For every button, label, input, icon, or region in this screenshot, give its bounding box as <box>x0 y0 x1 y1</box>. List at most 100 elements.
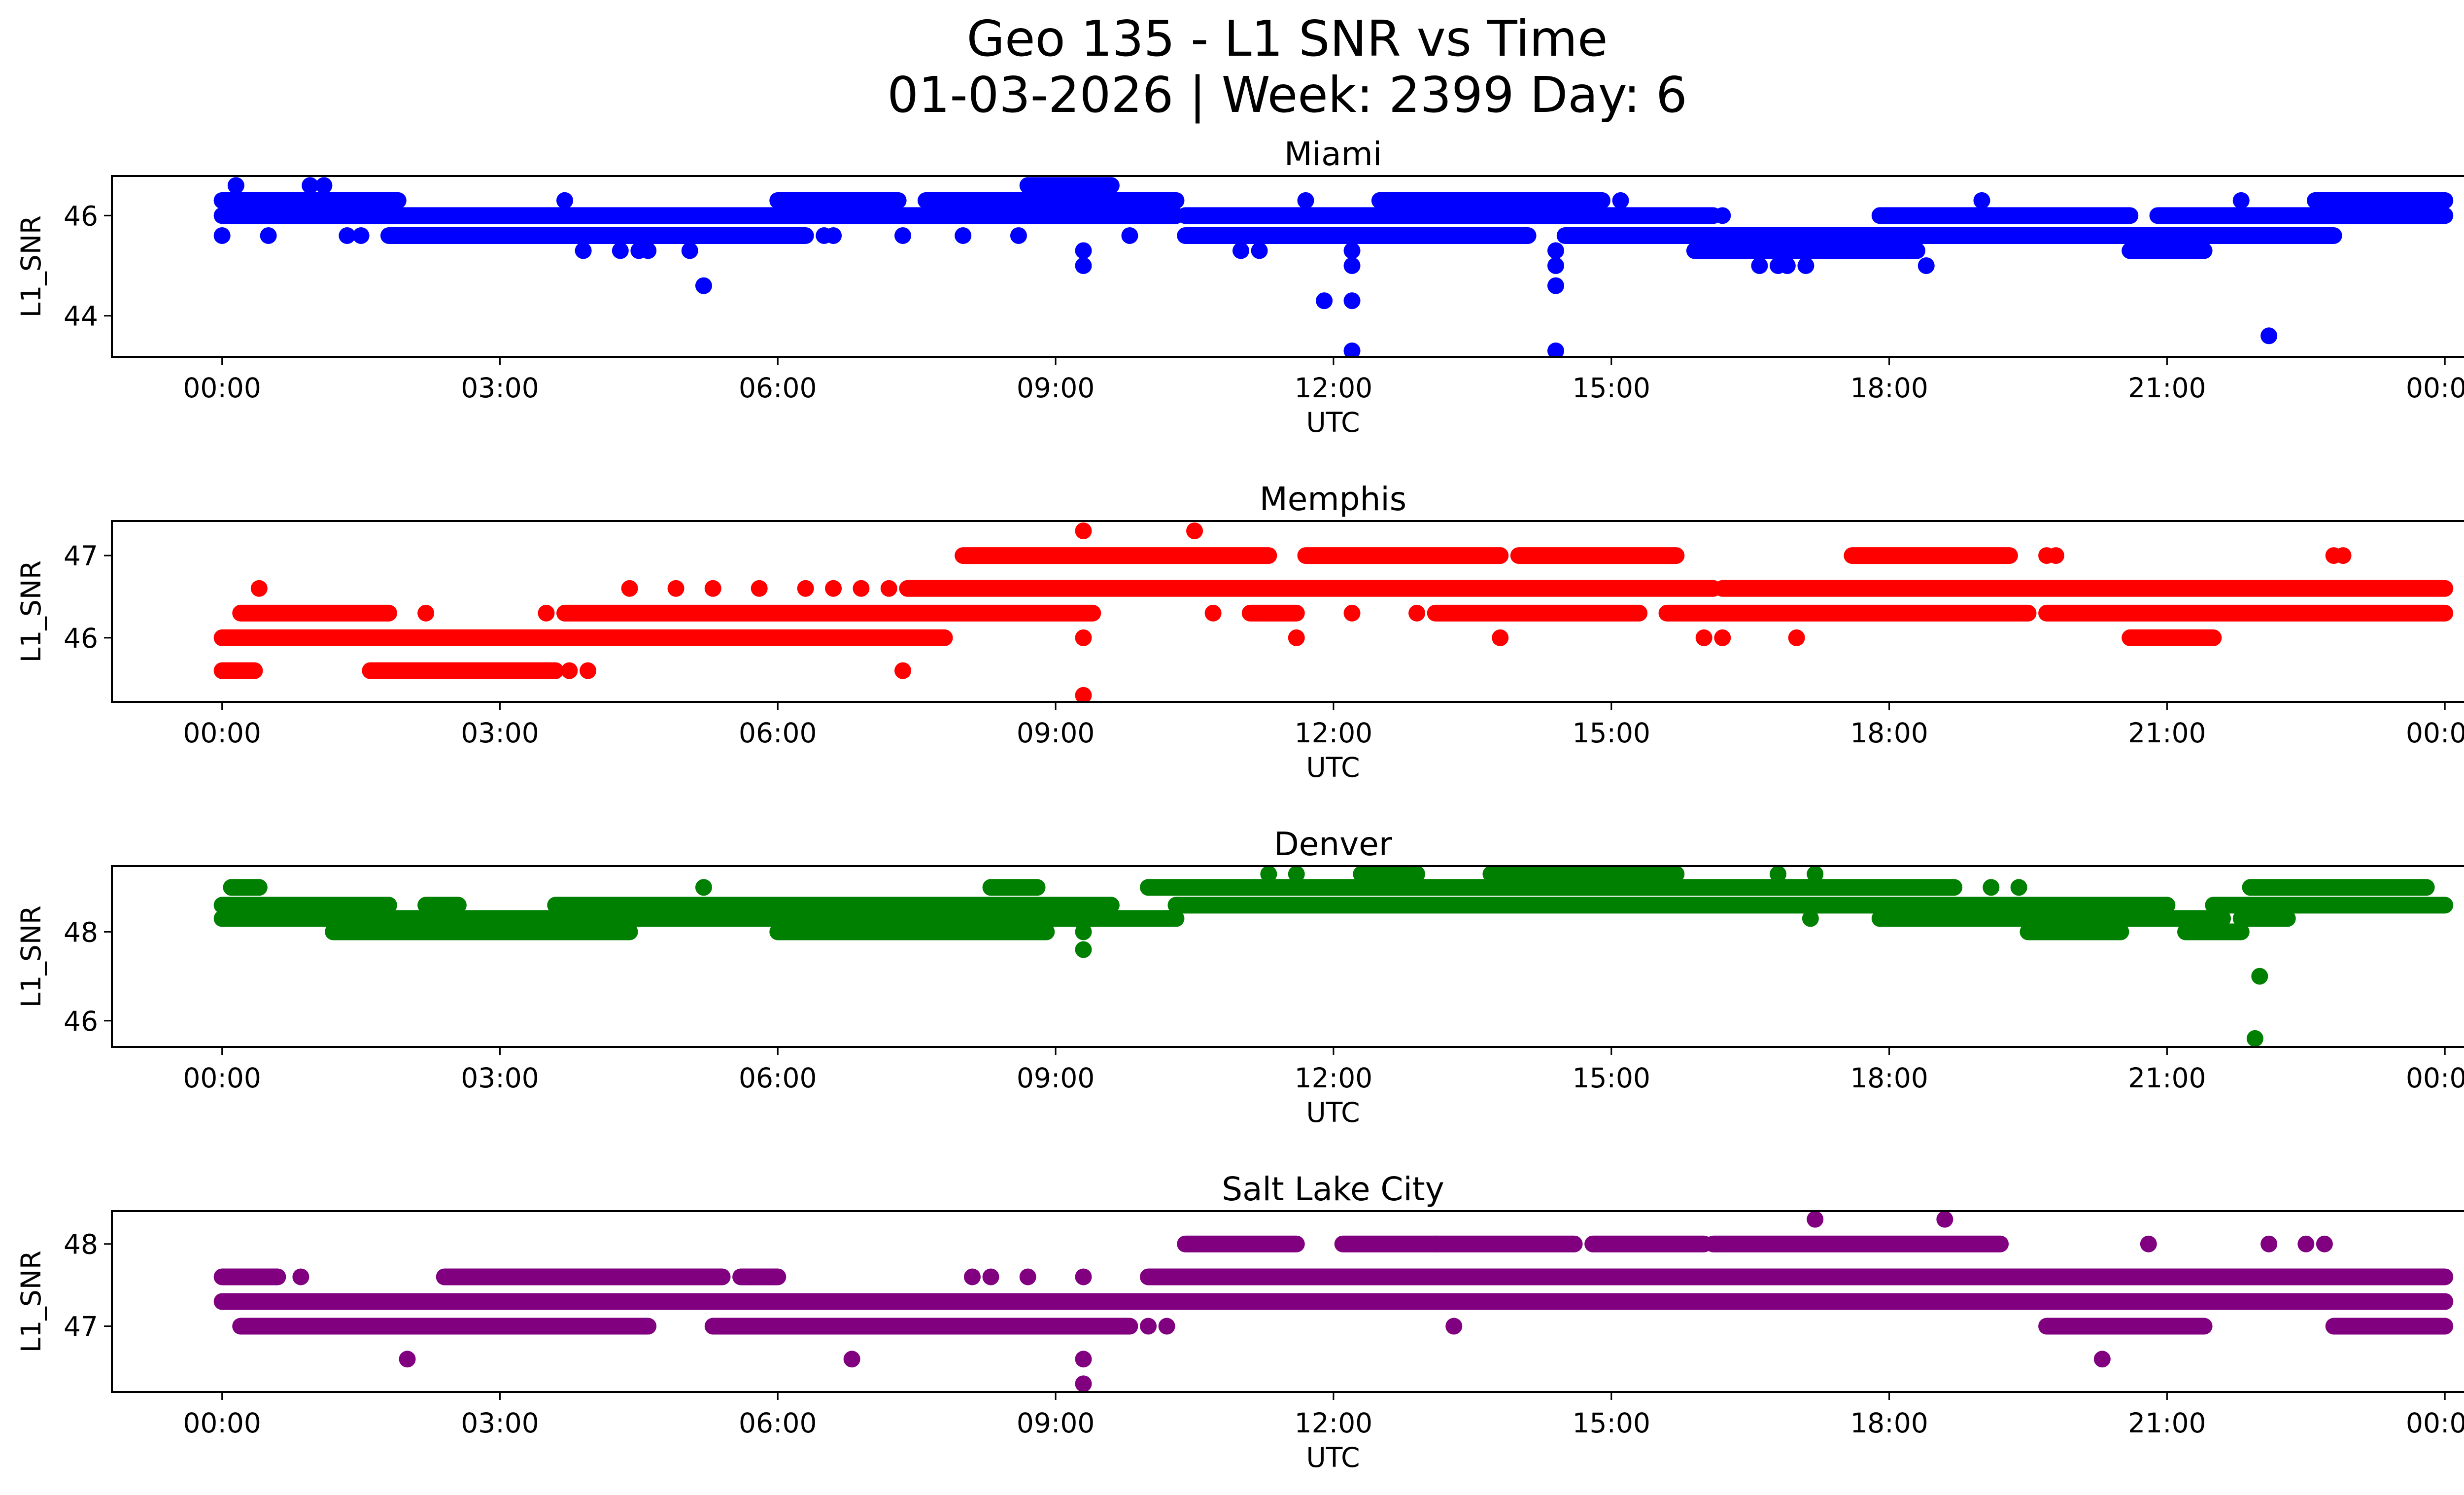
data-point <box>982 1268 999 1286</box>
data-point <box>1186 522 1203 540</box>
data-point <box>2251 968 2268 985</box>
data-point <box>2047 547 2064 564</box>
data-point <box>227 177 244 194</box>
data-point <box>2260 327 2278 345</box>
data-run <box>213 1268 286 1286</box>
data-point <box>464 1268 481 1286</box>
data-run <box>1177 227 1537 244</box>
y-axis-label: L1_SNR <box>15 905 47 1008</box>
data-point <box>2246 1030 2263 1047</box>
data-run <box>1177 207 1722 224</box>
data-point <box>1288 866 1305 883</box>
data-point <box>704 580 721 597</box>
data-point <box>1204 604 1222 622</box>
data-point <box>1751 257 1768 274</box>
x-tick-label: 03:00 <box>461 1407 539 1439</box>
data-point <box>1973 192 1990 209</box>
data-run <box>955 547 1277 564</box>
data-points <box>213 866 2454 1047</box>
data-point <box>580 662 597 679</box>
x-tick-label: 21:00 <box>2128 717 2206 749</box>
y-tick-label: 47 <box>64 1311 98 1343</box>
data-run <box>2038 1318 2213 1335</box>
data-point <box>250 580 268 597</box>
y-axis-label: L1_SNR <box>15 560 47 662</box>
data-point <box>315 177 333 194</box>
y-tick-label: 48 <box>64 916 98 948</box>
x-tick-label: 15:00 <box>1573 372 1651 404</box>
data-point <box>417 604 435 622</box>
data-point <box>1075 1268 1092 1286</box>
data-run <box>1427 604 1648 622</box>
data-point <box>797 580 814 597</box>
x-tick-label: 00:00 <box>183 1407 261 1439</box>
data-point <box>561 662 578 679</box>
data-run <box>417 897 467 914</box>
x-axis-label: UTC <box>1306 407 1360 438</box>
data-point <box>621 580 638 597</box>
x-tick-label: 18:00 <box>1850 1062 1928 1094</box>
data-run <box>2232 910 2296 927</box>
data-run <box>2019 923 2129 940</box>
data-run <box>213 207 1185 224</box>
data-point <box>1917 257 1935 274</box>
data-point <box>1075 941 1092 958</box>
data-run <box>2177 923 2250 940</box>
data-run <box>547 897 1120 914</box>
data-run <box>213 192 407 209</box>
data-run <box>1427 1235 1583 1252</box>
panel-title: Salt Lake City <box>1222 1170 1444 1208</box>
data-run <box>2122 629 2222 646</box>
data-point <box>2316 1235 2333 1252</box>
data-point <box>1714 207 1731 224</box>
data-point <box>1343 604 1361 622</box>
x-tick-label: 12:00 <box>1295 717 1373 749</box>
data-point <box>2093 1351 2111 1368</box>
panel-denver: Denver 00:00 03:00 06:00 09:00 12:00 15:00 18:0… <box>15 825 2464 1128</box>
data-point <box>1408 604 1426 622</box>
data-point <box>1288 629 1305 646</box>
data-point <box>1770 866 1787 883</box>
data-point <box>1316 292 1333 310</box>
data-point <box>538 604 555 622</box>
data-point <box>2232 192 2250 209</box>
data-run <box>213 662 263 679</box>
data-point <box>1807 866 1824 883</box>
data-point <box>1019 1268 1036 1286</box>
data-point <box>352 227 370 244</box>
data-point <box>2140 1235 2157 1252</box>
y-tick-label: 46 <box>64 200 98 232</box>
data-point <box>640 242 657 259</box>
data-run <box>213 910 1101 927</box>
data-point <box>681 242 698 259</box>
data-point <box>1260 866 1277 883</box>
data-run <box>2307 192 2454 209</box>
data-point <box>880 580 897 597</box>
data-point <box>2260 1235 2278 1252</box>
panel-salt-lake-city: Salt Lake City 00:00 03:00 06:00 09:00 12:00 1… <box>15 1170 2464 1473</box>
data-point <box>695 879 712 896</box>
data-run <box>2242 879 2435 896</box>
x-tick-label: 06:00 <box>739 372 817 404</box>
data-run <box>232 604 397 622</box>
data-point <box>399 1351 416 1368</box>
data-point <box>1936 1211 1953 1228</box>
data-point <box>1297 192 1314 209</box>
x-tick-label: 21:00 <box>2128 1407 2206 1439</box>
data-point <box>612 242 629 259</box>
data-run <box>1140 1268 2454 1286</box>
data-run <box>1241 604 1305 622</box>
data-point <box>260 227 277 244</box>
data-run <box>1167 897 2176 914</box>
data-run <box>1158 1293 2454 1310</box>
data-point <box>1797 257 1814 274</box>
data-point <box>955 227 972 244</box>
x-axis-label: UTC <box>1306 752 1360 783</box>
data-point <box>853 580 870 597</box>
data-point <box>1802 910 1819 927</box>
data-points <box>213 177 2454 357</box>
data-point <box>213 227 231 244</box>
y-tick-label: 48 <box>64 1229 98 1260</box>
data-point <box>1343 257 1361 274</box>
data-run <box>1019 177 1120 194</box>
